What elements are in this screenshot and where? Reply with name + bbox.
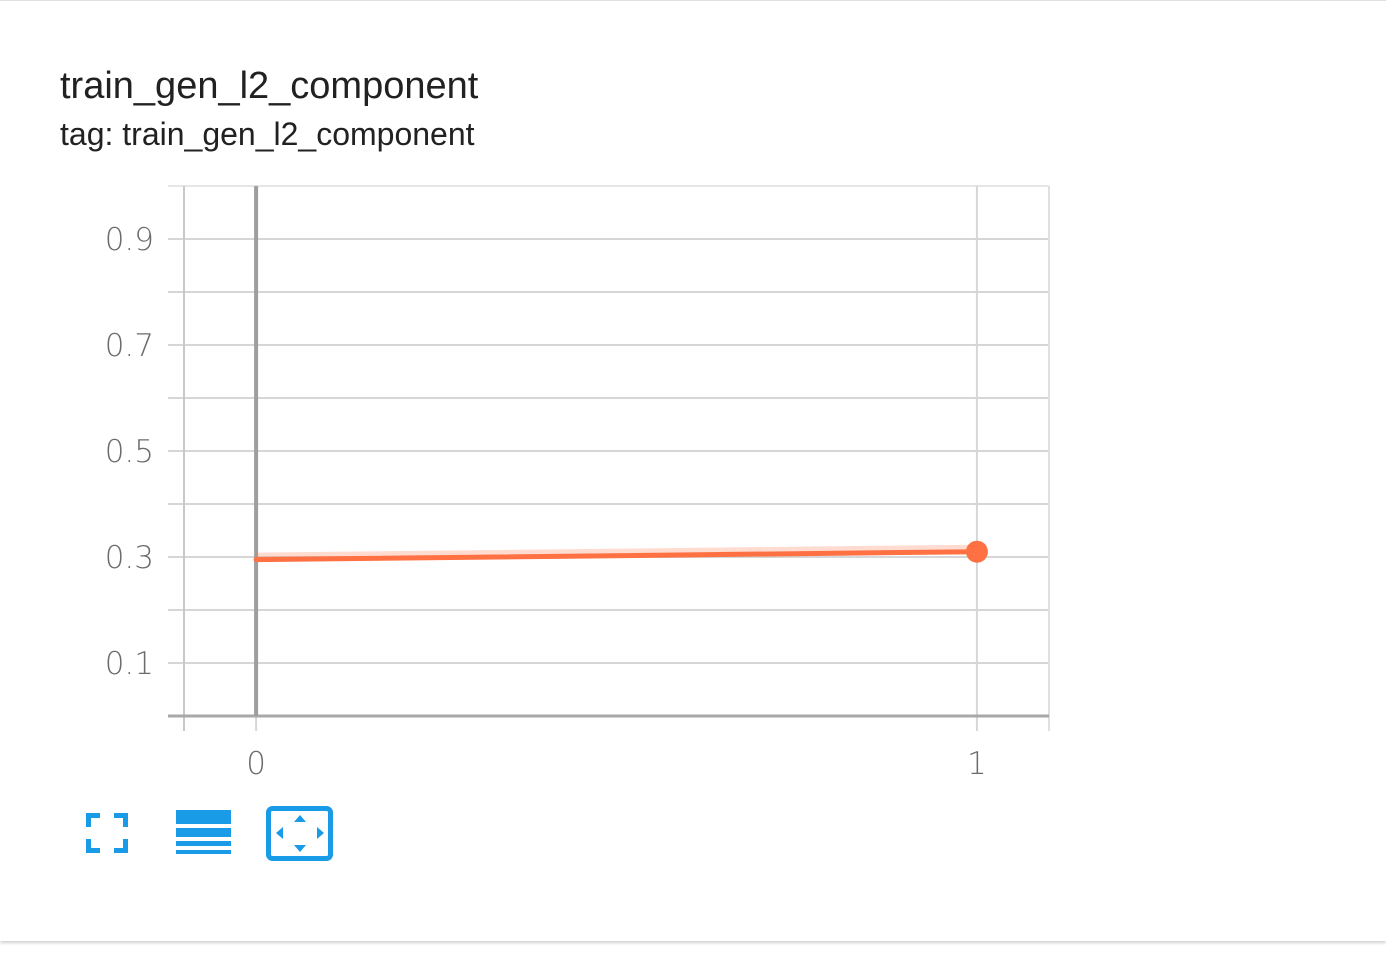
x-tick-label: 0 <box>246 746 266 782</box>
series-point <box>965 540 988 563</box>
chart-title: train_gen_l2_component <box>60 65 479 107</box>
chart-series <box>253 540 988 563</box>
y-tick-label: 0.7 <box>105 328 154 364</box>
series-line <box>253 549 980 563</box>
y-tick-label: 0.3 <box>105 540 154 576</box>
chart-axes <box>168 186 1049 718</box>
chart-subtitle: tag: train_gen_l2_component <box>60 116 475 152</box>
fullscreen-icon <box>86 813 128 853</box>
chart-grid <box>168 185 1050 731</box>
line-chart: 0.1 0.3 0.5 0.7 0.9 0 1 <box>105 185 1050 782</box>
series-band <box>256 544 977 561</box>
y-tick-label: 0.5 <box>105 434 154 470</box>
chart-tick-labels: 0.1 0.3 0.5 0.7 0.9 0 1 <box>105 222 987 782</box>
log-scale-icon <box>176 810 231 854</box>
x-tick-label: 1 <box>967 746 987 782</box>
y-tick-label: 0.9 <box>105 222 154 258</box>
fit-domain-icon <box>266 806 333 861</box>
fit-domain-button[interactable] <box>266 805 336 865</box>
log-scale-button[interactable] <box>176 805 246 865</box>
fullscreen-button[interactable] <box>80 805 150 865</box>
y-tick-label: 0.1 <box>105 646 154 682</box>
